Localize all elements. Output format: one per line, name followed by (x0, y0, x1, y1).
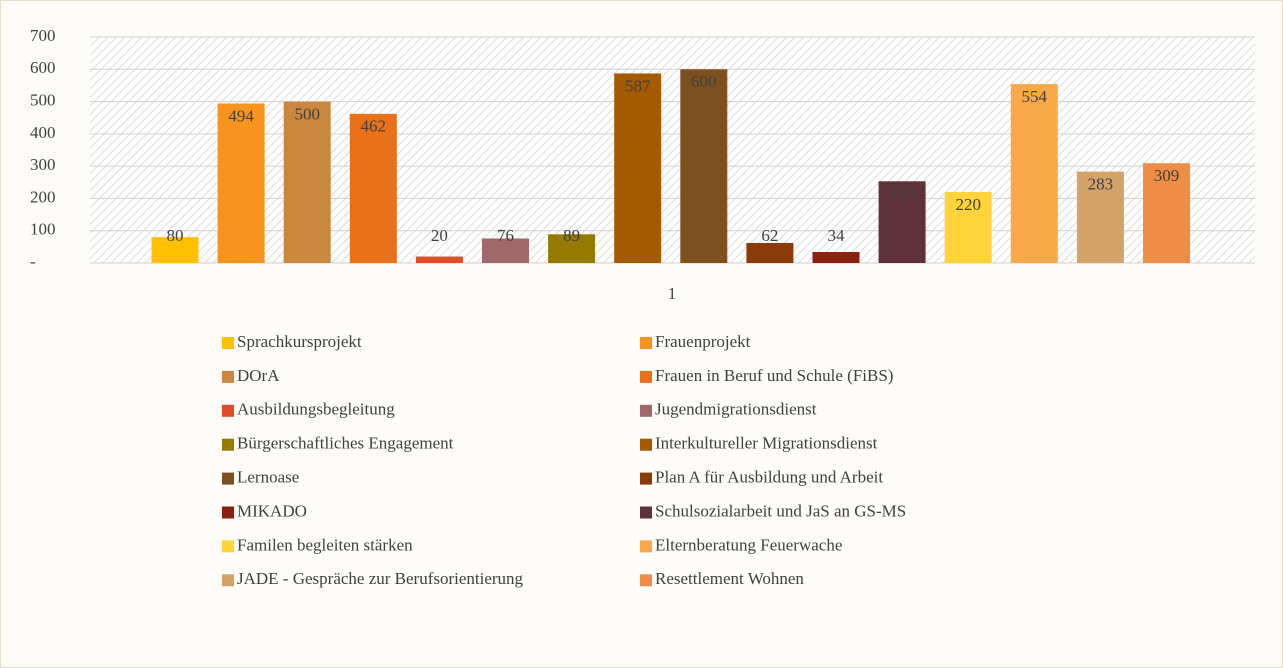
value-label: 587 (625, 76, 651, 95)
bar (283, 101, 331, 263)
y-tick-label: 700 (30, 26, 56, 45)
bar (1143, 163, 1190, 263)
legend-swatch (640, 540, 652, 553)
legend-label: JADE - Gespräche zur Berufsorientierung (237, 569, 524, 588)
x-tick-label: 1 (668, 284, 677, 303)
legend-label: Ausbildungsbegleitung (237, 400, 395, 419)
legend-label: Bürgerschaftliches Engagement (237, 434, 454, 453)
value-label: 76 (497, 226, 514, 245)
bar (217, 103, 265, 263)
legend-swatch (640, 574, 652, 587)
legend-swatch (222, 506, 234, 519)
legend-swatch (222, 370, 234, 383)
legend-label: Frauenprojekt (655, 332, 751, 351)
bar (812, 252, 860, 263)
value-label: 253 (889, 184, 915, 203)
bar (151, 237, 199, 263)
legend-label: DOrA (237, 366, 280, 385)
legend-swatch (222, 337, 234, 349)
legend-label: Interkultureller Migrationsdienst (655, 434, 878, 453)
legend-swatch (640, 506, 652, 519)
legend-swatch (222, 540, 234, 553)
legend-swatch (222, 472, 234, 485)
y-tick-label: 600 (30, 58, 56, 77)
bar (482, 238, 529, 263)
bar (614, 73, 662, 264)
bar (548, 234, 596, 263)
y-tick-label: 500 (30, 90, 56, 109)
bar (746, 242, 794, 263)
legend-label: Elternberatung Feuerwache (655, 535, 842, 554)
legend-label: Familen begleiten stärken (237, 535, 413, 554)
value-label: 309 (1154, 166, 1180, 185)
y-tick-label: 100 (30, 220, 56, 239)
y-tick-label: 400 (30, 123, 56, 142)
legend-label: Plan A für Ausbildung und Arbeit (655, 468, 883, 487)
legend-swatch (640, 337, 652, 349)
bar (878, 181, 926, 263)
bar (1076, 171, 1124, 263)
value-label: 500 (294, 104, 320, 123)
value-label: 62 (761, 226, 778, 245)
value-label: 220 (955, 195, 981, 214)
value-label: 89 (563, 226, 580, 245)
legend-swatch (640, 404, 652, 417)
legend-label: Lernoase (237, 468, 299, 487)
legend-label: Jugendmigrationsdienst (655, 400, 817, 419)
value-label: 554 (1022, 87, 1048, 106)
y-tick-label: 300 (30, 155, 56, 174)
value-label: 283 (1088, 175, 1114, 194)
legend-swatch (640, 438, 652, 451)
legend-label: MIKADO (237, 501, 307, 520)
legend-swatch (640, 472, 652, 485)
value-label: 462 (361, 117, 387, 136)
legend-swatch (640, 370, 652, 383)
value-label: 494 (228, 106, 254, 125)
legend-label: Sprachkursprojekt (237, 332, 362, 351)
legend-swatch (222, 438, 234, 451)
legend-label: Resettlement Wohnen (655, 569, 804, 588)
legend-swatch (222, 404, 234, 417)
bar (1010, 84, 1058, 263)
value-label: 20 (431, 226, 448, 245)
bar (349, 113, 397, 263)
value-label: 80 (167, 226, 184, 245)
value-label: 34 (828, 226, 846, 245)
bar (415, 256, 463, 263)
y-tick-label: 200 (30, 187, 56, 206)
legend-label: Frauen in Beruf und Schule (FiBS) (655, 366, 893, 385)
y-tick-label: - (30, 252, 36, 271)
bar (944, 191, 992, 263)
value-label: 600 (691, 72, 717, 91)
bar (680, 69, 728, 264)
legend-swatch (222, 574, 234, 587)
legend-label: Schulsozialarbeit und JaS an GS-MS (655, 501, 906, 520)
